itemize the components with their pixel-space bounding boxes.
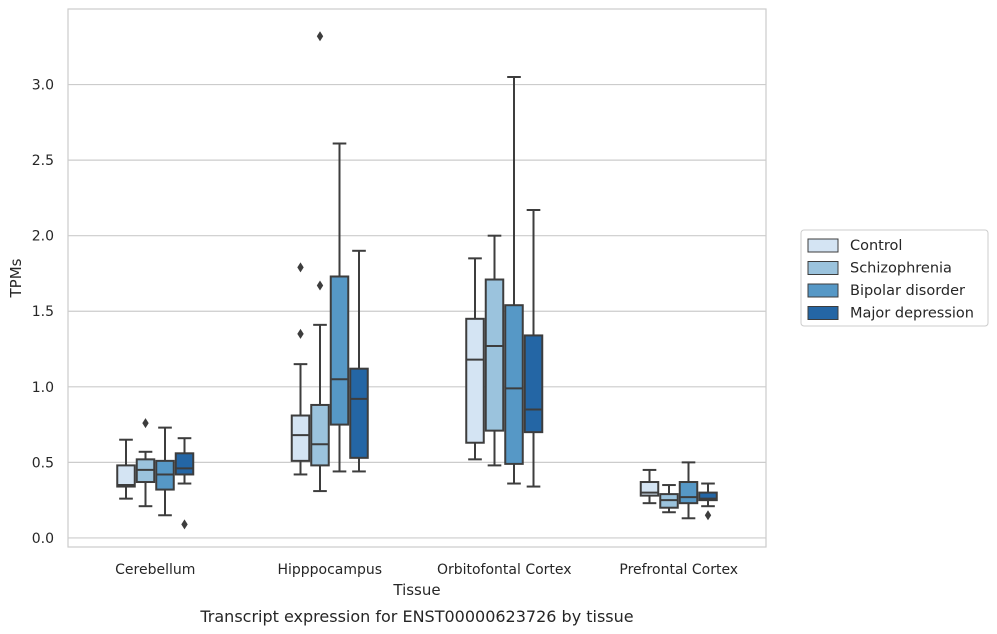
x-tick-label: Orbitofontal Cortex xyxy=(437,562,572,578)
iqr-box xyxy=(290,414,311,462)
x-axis-ticks: Cerebellum Hipppocampus Orbitofontal Corte… xyxy=(115,562,738,578)
outlier-point xyxy=(316,280,324,291)
y-tick-label: 2.5 xyxy=(32,153,54,169)
iqr-box xyxy=(465,317,485,444)
x-axis-label: Tissue xyxy=(392,581,440,599)
legend-label: Schizophrenia xyxy=(850,261,952,277)
iqr-box xyxy=(174,452,195,476)
legend-label: Major depression xyxy=(850,306,974,322)
outlier-point xyxy=(142,418,149,429)
iqr-box xyxy=(678,481,699,505)
box xyxy=(639,468,660,505)
legend-label: Bipolar disorder xyxy=(850,283,965,299)
y-tick-label: 1.5 xyxy=(32,304,54,320)
iqr-box xyxy=(310,403,330,467)
box xyxy=(504,76,524,485)
y-axis-label: TPMs xyxy=(7,258,25,298)
legend-swatch xyxy=(807,306,839,320)
legend-swatch xyxy=(807,261,839,275)
legend-frame xyxy=(800,229,989,327)
box xyxy=(523,208,544,488)
box xyxy=(135,418,156,508)
y-tick-label: 0.5 xyxy=(32,455,54,471)
outlier-point xyxy=(181,519,188,530)
box xyxy=(659,484,679,514)
y-axis-ticks: 0.0 0.5 1.0 1.5 2.0 2.5 3.0 xyxy=(32,78,54,547)
iqr-box xyxy=(698,491,718,502)
legend: Control Schizophrenia Bipolar disorder Majo… xyxy=(800,229,989,327)
outlier-point xyxy=(297,262,304,273)
box xyxy=(290,262,311,476)
box xyxy=(310,31,330,493)
x-tick-label: Cerebellum xyxy=(115,562,195,578)
y-tick-label: 1.0 xyxy=(32,380,54,396)
outlier-point xyxy=(316,31,324,42)
iqr-box xyxy=(484,278,505,432)
y-tick-label: 3.0 xyxy=(32,78,54,94)
box xyxy=(484,234,505,467)
iqr-box xyxy=(349,367,369,459)
legend-swatch xyxy=(807,238,839,253)
iqr-box xyxy=(504,304,524,465)
box xyxy=(329,142,350,473)
iqr-box xyxy=(116,464,136,488)
outlier-point xyxy=(704,510,712,521)
box xyxy=(116,438,136,500)
iqr-box xyxy=(329,275,350,426)
x-tick-label: Prefrontal Cortex xyxy=(619,562,738,578)
legend-swatch xyxy=(807,283,839,298)
box xyxy=(465,257,485,461)
legend-label: Control xyxy=(850,238,902,254)
box-series xyxy=(116,31,718,530)
chart-caption: Transcript expression for ENST0000062372… xyxy=(199,607,633,626)
outlier-point xyxy=(297,328,304,339)
y-tick-label: 2.0 xyxy=(32,229,54,245)
x-tick-label: Hipppocampus xyxy=(277,562,382,578)
box xyxy=(698,482,718,521)
box xyxy=(174,437,195,530)
box xyxy=(678,461,699,520)
iqr-box xyxy=(523,334,544,434)
y-tick-label: 0.0 xyxy=(32,531,54,547)
box xyxy=(155,426,175,517)
box xyxy=(349,249,369,473)
